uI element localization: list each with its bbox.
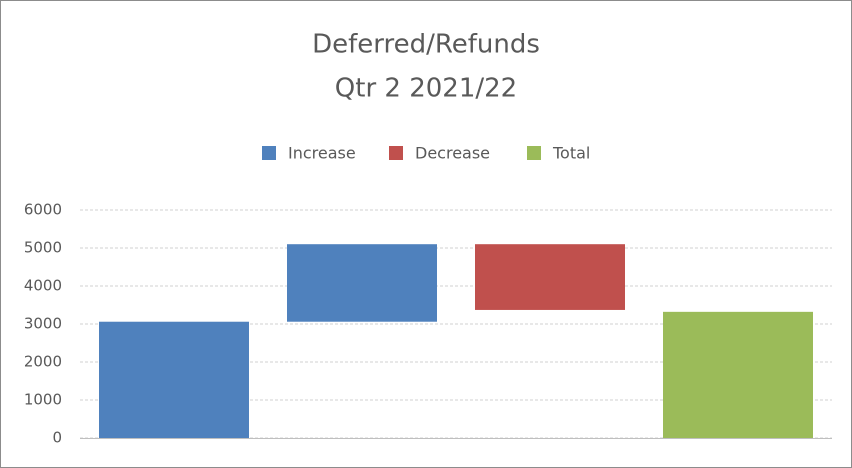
- y-tick-label: 0: [52, 429, 62, 447]
- bar: [99, 321, 249, 438]
- bar: [287, 244, 437, 322]
- y-tick-label: 3000: [24, 315, 62, 333]
- chart-title: Deferred/Refunds: [312, 30, 540, 60]
- y-tick-label: 6000: [24, 201, 62, 219]
- y-tick-label: 5000: [24, 239, 62, 257]
- bar: [663, 311, 813, 438]
- y-tick-label: 2000: [24, 353, 62, 371]
- legend-swatch: [527, 146, 541, 160]
- legend-label: Decrease: [415, 144, 490, 163]
- y-tick-label: 1000: [24, 391, 62, 409]
- legend-swatch: [262, 146, 276, 160]
- legend-label: Increase: [288, 144, 356, 163]
- legend-label: Total: [552, 144, 590, 163]
- chart-subtitle: Qtr 2 2021/22: [335, 74, 517, 104]
- y-tick-label: 4000: [24, 277, 62, 295]
- legend-swatch: [389, 146, 403, 160]
- bar: [475, 244, 625, 310]
